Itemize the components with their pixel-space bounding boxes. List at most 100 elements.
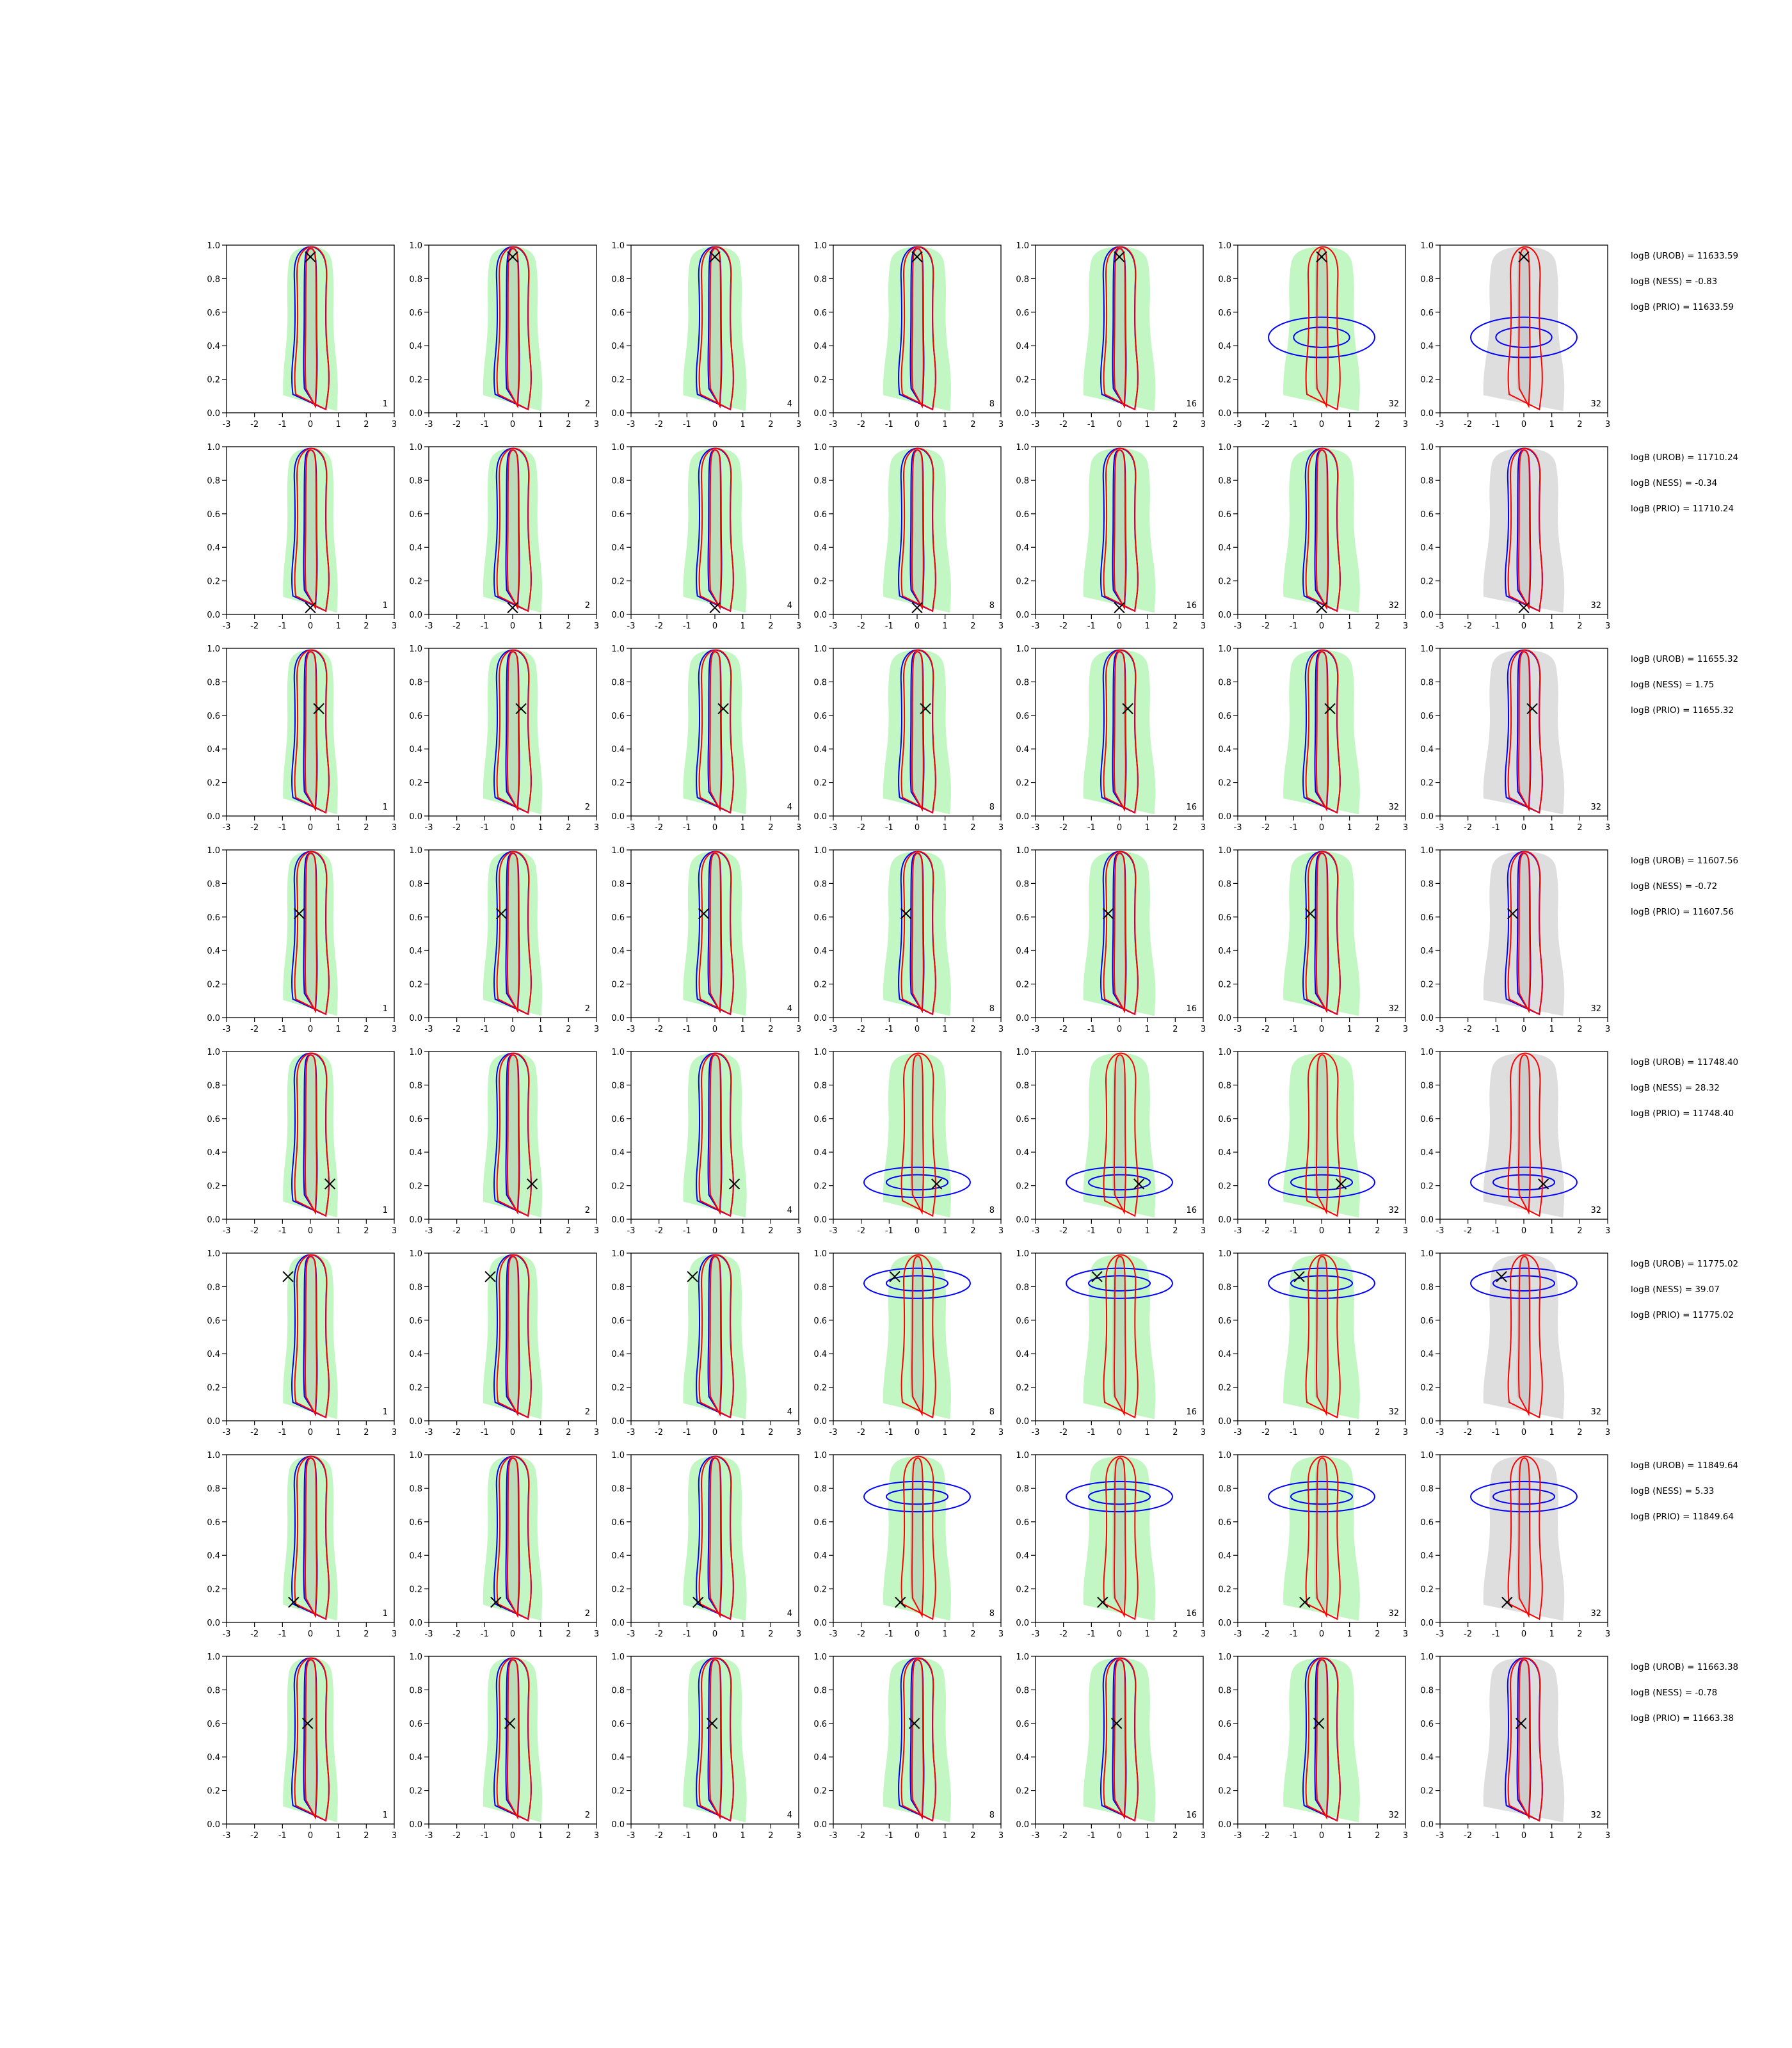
x-tick-label: 2 [970, 1226, 975, 1236]
x-tick-label: -2 [452, 1428, 461, 1437]
x-tick-label: 2 [1172, 1226, 1178, 1236]
x-tick-label: 0 [712, 1629, 717, 1639]
y-tick-label: 0.8 [1016, 1081, 1029, 1091]
panel-label: 16 [1186, 1811, 1197, 1820]
logb-stat: logB (UROB) = 11849.64 [1631, 1460, 1738, 1471]
x-tick-label: 3 [1605, 621, 1610, 631]
x-tick-label: -3 [1436, 823, 1444, 833]
ness-contour-inner [1114, 449, 1126, 611]
y-tick-label: 0.8 [1420, 1686, 1434, 1695]
panel-contours [1483, 851, 1565, 1016]
x-tick-label: 2 [1375, 1428, 1380, 1437]
x-tick-label: 2 [364, 1629, 369, 1639]
ness-contour-inner [507, 651, 520, 812]
true-value-marker [931, 1178, 943, 1190]
y-tick-label: 0.4 [409, 745, 422, 755]
ness-contour-inner [507, 852, 520, 1014]
ness-contour-inner [1114, 248, 1126, 409]
x-tick-label: 1 [336, 1428, 341, 1437]
y-tick-label: 0.6 [1218, 308, 1231, 318]
x-tick-label: 1 [538, 621, 543, 631]
y-tick-label: 0.4 [1016, 745, 1029, 755]
y-tick-label: 0.8 [207, 1081, 220, 1091]
density-core [1112, 1055, 1127, 1213]
panel-r8-c6: -3 -2 -1 0 1 2 3 0.0 0.2 0.4 0.6 0.8 1.0 32 [1218, 1652, 1408, 1841]
y-tick-label: 0.0 [1420, 812, 1434, 822]
panel-contours [283, 1657, 338, 1823]
ness-contour-inner [911, 248, 924, 409]
y-tick-label: 0.6 [1218, 1518, 1231, 1528]
y-tick-label: 0.0 [409, 611, 422, 620]
y-tick-label: 0.8 [1420, 1283, 1434, 1292]
panel-r2-c5: -3 -2 -1 0 1 2 3 0.0 0.2 0.4 0.6 0.8 1.0 16 [1016, 443, 1206, 631]
x-tick-label: 3 [998, 1629, 1004, 1639]
x-tick-label: 0 [712, 1226, 717, 1236]
ness-contour-inner [1518, 1054, 1531, 1215]
y-tick-label: 0.8 [207, 879, 220, 889]
ness-contour-inner [305, 1054, 317, 1215]
ness-contour-outer [1305, 1254, 1341, 1419]
uncorrected-contour-inner [1492, 1275, 1556, 1292]
y-tick-label: 0.0 [1016, 1820, 1029, 1830]
x-tick-label: 0 [1319, 1831, 1324, 1841]
ness-contour-inner [1316, 1457, 1329, 1619]
x-tick-label: 0 [915, 1629, 920, 1639]
uncorrected-contour-outer [1268, 1267, 1375, 1299]
y-tick-label: 0.6 [1420, 1518, 1434, 1528]
y-tick-label: 0.6 [1016, 510, 1029, 520]
ness-contour-inner [507, 1256, 520, 1417]
true-value-marker [313, 703, 324, 715]
x-tick-label: -3 [627, 1831, 636, 1841]
x-tick-label: 2 [364, 1831, 369, 1841]
y-tick-label: 1.0 [1016, 241, 1029, 251]
x-tick-label: 2 [1577, 1025, 1582, 1034]
x-tick-label: 3 [1403, 420, 1408, 429]
x-tick-label: 3 [392, 1831, 397, 1841]
ness-contour-outer [294, 1254, 330, 1419]
ness-contour-outer [496, 1657, 532, 1822]
ness-contour-inner [1518, 1457, 1531, 1619]
x-tick-label: 1 [1549, 1831, 1555, 1841]
panel-contours [883, 246, 952, 412]
ness-contour-outer [698, 447, 734, 612]
ness-contour-outer [294, 246, 330, 411]
x-tick-label: -2 [1261, 420, 1270, 429]
y-tick-label: 1.0 [1016, 1652, 1029, 1662]
panel-contours [1470, 1254, 1578, 1420]
y-tick-label: 0.2 [409, 1585, 422, 1595]
logb-stat: logB (NESS) = -0.83 [1631, 276, 1717, 287]
y-tick-label: 0.2 [1218, 577, 1231, 587]
panel-label: 32 [1590, 803, 1601, 812]
x-tick-label: -1 [278, 420, 287, 429]
logb-stat: logB (NESS) = -0.78 [1631, 1688, 1717, 1698]
y-tick-label: 1.0 [207, 241, 220, 251]
x-tick-label: 3 [1201, 621, 1206, 631]
x-tick-label: -3 [627, 420, 636, 429]
y-tick-label: 0.0 [611, 1619, 625, 1628]
y-tick-label: 0.4 [813, 947, 827, 956]
x-tick-label: 2 [1172, 1629, 1178, 1639]
ness-contour-inner [507, 449, 520, 611]
density-fill [1283, 650, 1360, 815]
panel-label: 2 [585, 1609, 590, 1619]
x-tick-label: 2 [1375, 823, 1380, 833]
y-tick-label: 1.0 [1420, 1048, 1434, 1057]
density-fill [1483, 448, 1565, 613]
panel-contours [863, 1455, 971, 1621]
x-tick-label: -3 [425, 1025, 433, 1034]
y-tick-label: 0.8 [1218, 1686, 1231, 1695]
ness-contour-inner [507, 248, 520, 409]
panel-r5-c3: -3 -2 -1 0 1 2 3 0.0 0.2 0.4 0.6 0.8 1.0 4 [611, 1048, 801, 1236]
ness-contour-outer [1305, 1455, 1341, 1620]
density-core [909, 1660, 925, 1818]
x-tick-label: -2 [655, 420, 663, 429]
panel-r6-c7: -3 -2 -1 0 1 2 3 0.0 0.2 0.4 0.6 0.8 1.0 32 [1420, 1249, 1610, 1437]
x-tick-label: 1 [1549, 621, 1555, 631]
y-tick-label: 0.0 [1218, 611, 1231, 620]
y-tick-label: 0.4 [207, 947, 220, 956]
y-tick-label: 0.0 [409, 1417, 422, 1427]
x-tick-label: -3 [223, 1025, 231, 1034]
panel-label: 16 [1186, 803, 1197, 812]
x-tick-label: -3 [627, 1025, 636, 1034]
x-tick-label: 0 [1521, 1226, 1526, 1236]
